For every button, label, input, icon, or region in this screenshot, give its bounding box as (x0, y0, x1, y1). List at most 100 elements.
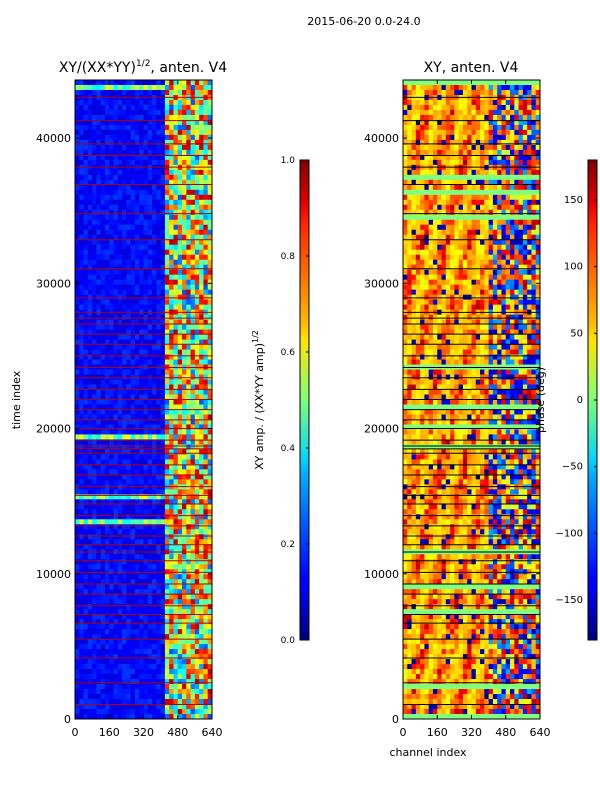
heatmap-cell (96, 604, 101, 610)
heatmap-cell (152, 709, 157, 715)
heatmap-cell (195, 564, 200, 570)
heatmap-cell (152, 554, 157, 560)
heatmap-cell (161, 429, 166, 435)
heatmap-cell (96, 345, 101, 351)
heatmap-cell (437, 175, 442, 181)
heatmap-cell (407, 160, 412, 166)
heatmap-cell (75, 694, 80, 700)
heatmap-cell (126, 504, 131, 510)
heatmap-cell (161, 255, 166, 261)
heatmap-cell (527, 80, 532, 86)
heatmap-cell (88, 110, 93, 116)
heatmap-cell (79, 524, 84, 530)
heatmap-cell (126, 674, 131, 680)
heatmap-cell (178, 514, 183, 520)
heatmap-cell (84, 469, 89, 475)
heatmap-cell (96, 265, 101, 271)
heatmap-cell (199, 130, 204, 136)
heatmap-cell (88, 414, 93, 420)
heatmap-cell (191, 699, 196, 705)
heatmap-cell (501, 195, 506, 201)
heatmap-cell (139, 449, 144, 455)
heatmap-cell (169, 414, 174, 420)
heatmap-cell (429, 195, 434, 201)
heatmap-cell (476, 165, 481, 171)
heatmap-cell (139, 434, 144, 440)
heatmap-cell (454, 110, 459, 116)
heatmap-cell (182, 429, 187, 435)
heatmap-cell (437, 145, 442, 151)
heatmap-cell (84, 175, 89, 181)
heatmap-cell (75, 489, 80, 495)
heatmap-cell (148, 509, 153, 515)
heatmap-cell (152, 594, 157, 600)
heatmap-cell (156, 669, 161, 675)
heatmap-cell (126, 185, 131, 191)
heatmap-cell (203, 619, 208, 625)
heatmap-cell (135, 659, 140, 665)
heatmap-cell (173, 454, 178, 460)
heatmap-cell (79, 160, 84, 166)
heatmap-cell (152, 225, 157, 231)
heatmap-cell (195, 604, 200, 610)
heatmap-cell (178, 489, 183, 495)
heatmap-cell (195, 514, 200, 520)
heatmap-cell (531, 105, 536, 111)
heatmap-cell (109, 514, 114, 520)
heatmap-cell (514, 140, 519, 146)
heatmap-cell (450, 80, 455, 86)
heatmap-cell (88, 434, 93, 440)
heatmap-cell (109, 624, 114, 630)
heatmap-cell (109, 245, 114, 251)
heatmap-cell (126, 210, 131, 216)
heatmap-cell (118, 170, 123, 176)
heatmap-cell (75, 659, 80, 665)
heatmap-cell (182, 245, 187, 251)
heatmap-cell (92, 559, 97, 565)
heatmap-cell (152, 559, 157, 565)
heatmap-cell (165, 454, 170, 460)
heatmap-cell (96, 424, 101, 430)
heatmap-cell (148, 185, 153, 191)
heatmap-cell (442, 130, 447, 136)
heatmap-cell (109, 459, 114, 465)
heatmap-cell (186, 434, 191, 440)
heatmap-cell (144, 400, 149, 406)
heatmap-cell (467, 160, 472, 166)
heatmap-cell (161, 649, 166, 655)
heatmap-cell (173, 539, 178, 545)
heatmap-cell (178, 400, 183, 406)
heatmap-cell (412, 80, 417, 86)
heatmap-cell (114, 649, 119, 655)
heatmap-cell (92, 275, 97, 281)
heatmap-cell (169, 255, 174, 261)
heatmap-cell (101, 689, 106, 695)
heatmap-cell (118, 345, 123, 351)
heatmap-cell (139, 115, 144, 121)
heatmap-cell (161, 574, 166, 580)
heatmap-cell (122, 699, 127, 705)
heatmap-cell (199, 285, 204, 291)
heatmap-cell (178, 629, 183, 635)
heatmap-cell (437, 100, 442, 106)
heatmap-cell (480, 145, 485, 151)
heatmap-cell (203, 639, 208, 645)
heatmap-cell (186, 130, 191, 136)
heatmap-cell (476, 190, 481, 196)
heatmap-cell (109, 564, 114, 570)
heatmap-cell (75, 604, 80, 610)
heatmap-cell (169, 135, 174, 141)
heatmap-cell (531, 90, 536, 96)
heatmap-cell (178, 335, 183, 341)
heatmap-cell (186, 355, 191, 361)
heatmap-cell (173, 150, 178, 156)
heatmap-cell (144, 160, 149, 166)
heatmap-cell (135, 115, 140, 121)
heatmap-cell (131, 534, 136, 540)
heatmap-cell (165, 105, 170, 111)
heatmap-cell (131, 504, 136, 510)
heatmap-cell (135, 489, 140, 495)
heatmap-cell (178, 145, 183, 151)
heatmap-cell (114, 225, 119, 231)
heatmap-cell (199, 290, 204, 296)
